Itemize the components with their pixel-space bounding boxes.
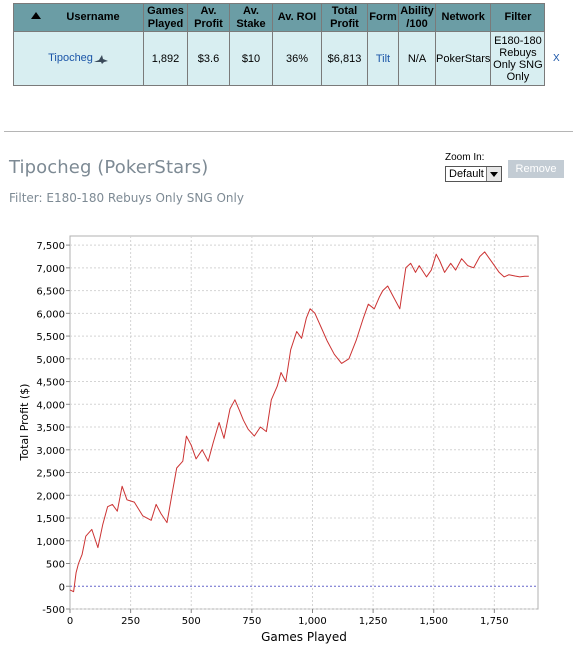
- username-link[interactable]: Tipocheg: [48, 52, 93, 65]
- header-games-line2: Played: [147, 17, 184, 30]
- games-played-cell: 1,892: [143, 31, 188, 86]
- header-totalprofit-line2: Profit: [330, 17, 359, 30]
- y-tick-label: 5,500: [36, 332, 65, 343]
- chart-grid: [70, 236, 538, 610]
- total-profit-cell: $6,813: [321, 31, 368, 86]
- header-username-label: Username: [66, 11, 120, 23]
- page-title: Tipocheg (PokerStars): [9, 157, 209, 178]
- column-header-filter[interactable]: Filter: [490, 3, 546, 32]
- section-divider: [4, 131, 573, 132]
- header-filter-label: Filter: [504, 11, 532, 23]
- x-tick-label: 750: [242, 616, 261, 627]
- plot-area-border: [69, 235, 539, 610]
- remove-button[interactable]: Remove: [508, 160, 564, 178]
- x-tick-label: 1,500: [419, 616, 448, 627]
- shark-icon: [93, 54, 108, 64]
- y-tick-label: 500: [46, 560, 65, 571]
- profit-series-line: [69, 251, 529, 593]
- remove-filter-x-link[interactable]: X: [553, 53, 560, 64]
- column-header-network[interactable]: Network: [434, 3, 492, 32]
- y-tick-label: 7,500: [36, 241, 65, 252]
- y-tick-label: -500: [42, 605, 65, 616]
- sort-up-arrow-icon[interactable]: [31, 12, 42, 19]
- header-form-label: Form: [369, 11, 397, 23]
- x-tick-label: 0: [67, 616, 73, 627]
- y-tick-label: 3,500: [36, 423, 65, 434]
- network-cell: PokerStars: [434, 31, 492, 86]
- y-tick-label: 6,500: [36, 287, 65, 298]
- filter-line-2: Rebuys: [499, 46, 537, 59]
- zoom-select[interactable]: Default: [445, 166, 502, 182]
- y-tick-label: 6,000: [36, 309, 65, 320]
- av-profit-cell: $3.6: [187, 31, 230, 86]
- x-tick-label: 250: [121, 616, 140, 627]
- filter-description: Filter: E180-180 Rebuys Only SNG Only: [9, 191, 244, 205]
- column-header-ability[interactable]: Ability /100: [398, 3, 436, 32]
- form-link[interactable]: Tilt: [375, 52, 391, 65]
- av-roi-cell: 36%: [272, 31, 322, 86]
- header-games-line1: Games: [147, 4, 184, 17]
- column-header-av-stake[interactable]: Av. Stake: [229, 3, 273, 32]
- y-tick-label: 2,500: [36, 469, 65, 480]
- filter-line-1: E180-180: [494, 34, 542, 47]
- x-axis-label: Games Played: [261, 630, 347, 644]
- zoom-select-value: Default: [449, 168, 484, 180]
- filter-cell: E180-180 Rebuys Only SNG Only: [490, 31, 546, 86]
- header-ability-line1: Ability: [400, 4, 434, 17]
- header-avstake-line2: Stake: [236, 17, 266, 30]
- filter-line-3: Only SNG: [493, 58, 543, 71]
- stats-table: Username Games Played Av. Profit Av. Sta…: [13, 3, 546, 86]
- table-header-row: Username Games Played Av. Profit Av. Sta…: [13, 3, 546, 32]
- y-tick-label: 0: [59, 582, 65, 593]
- y-tick-label: 3,000: [36, 446, 65, 457]
- x-tick-label: 500: [182, 616, 201, 627]
- y-tick-label: 1,500: [36, 514, 65, 525]
- x-tick-label: 1,000: [298, 616, 327, 627]
- column-header-av-roi[interactable]: Av. ROI: [272, 3, 322, 32]
- x-tick-label: 1,750: [480, 616, 509, 627]
- x-axis-ticks: 0 250 500 750 1,000 1,250 1,500 1,750: [67, 609, 509, 627]
- column-header-total-profit[interactable]: Total Profit: [321, 3, 368, 32]
- username-cell[interactable]: Tipocheg: [13, 31, 144, 86]
- header-totalprofit-line1: Total: [331, 4, 358, 17]
- header-avprofit-line2: Profit: [194, 17, 223, 30]
- x-tick-label: 1,250: [359, 616, 388, 627]
- column-header-av-profit[interactable]: Av. Profit: [187, 3, 230, 32]
- header-network-label: Network: [441, 11, 485, 23]
- y-tick-label: 5,000: [36, 355, 65, 366]
- y-tick-label: 4,500: [36, 378, 65, 389]
- header-avprofit-line1: Av.: [200, 4, 217, 17]
- y-tick-label: 7,000: [36, 264, 65, 275]
- header-avstake-line1: Av.: [243, 4, 259, 17]
- header-avroi-label: Av. ROI: [277, 11, 317, 23]
- filter-line-4: Only: [506, 70, 530, 83]
- zoom-label: Zoom In:: [445, 152, 485, 163]
- av-stake-cell: $10: [229, 31, 273, 86]
- column-header-username[interactable]: Username: [13, 3, 144, 32]
- ability-cell: N/A: [398, 31, 436, 86]
- y-tick-label: 2,000: [36, 491, 65, 502]
- y-tick-label: 4,000: [36, 400, 65, 411]
- chevron-down-icon[interactable]: [486, 167, 501, 181]
- y-tick-label: 1,000: [36, 537, 65, 548]
- table-row: Tipocheg 1,892 $3.6 $10 36% $6,813 Tilt …: [13, 31, 546, 86]
- header-ability-line2: /100: [406, 17, 428, 30]
- form-cell[interactable]: Tilt: [367, 31, 399, 86]
- column-header-form[interactable]: Form: [367, 3, 399, 32]
- y-axis-ticks: -500 0 500 1,000 1,500 2,000 2,500 3,000 3,500 4,…: [36, 241, 70, 616]
- y-axis-label: Total Profit ($): [18, 384, 31, 462]
- series-group: [69, 251, 529, 593]
- column-header-games-played[interactable]: Games Played: [143, 3, 188, 32]
- profit-chart: -50005001,0001,5002,0002,5003,0003,5004,…: [18, 235, 539, 644]
